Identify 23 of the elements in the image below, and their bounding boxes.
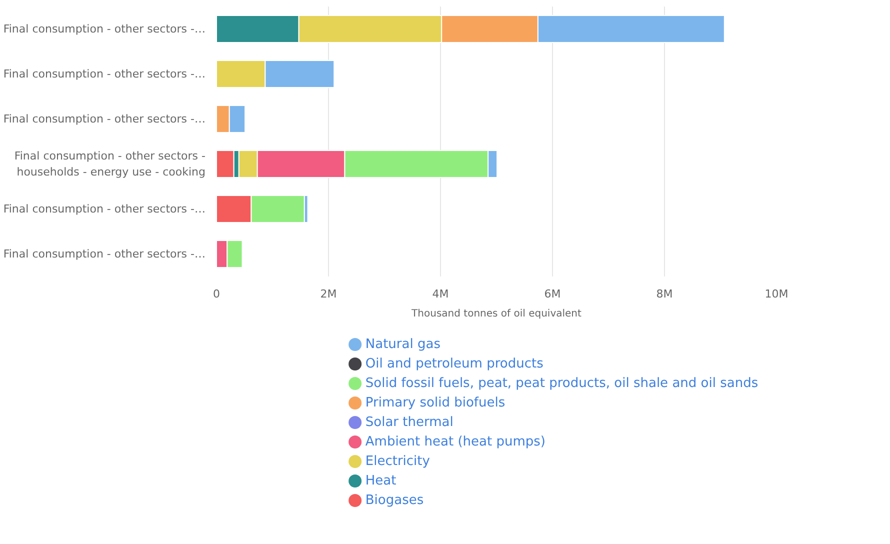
x-tick-label: 0 — [213, 288, 220, 300]
bar — [216, 150, 234, 178]
x-tick-label: 6M — [544, 288, 561, 300]
legend-label: Primary solid biofuels — [365, 396, 506, 410]
legend-label: Heat — [365, 474, 396, 488]
y-tick-label: Final consumption - other sectors -… — [3, 202, 206, 216]
legend-label: Solid fossil fuels, peat, peat products, oil shale and oil sands — [365, 376, 758, 391]
legend-label: Biogases — [365, 493, 424, 508]
legend-label: Natural gas — [365, 337, 441, 352]
y-tick-label: Final consumption - other sectors - households - energy use - cooking — [14, 150, 206, 178]
legend-label: Solar thermal — [365, 415, 454, 430]
x-tick-label: 2M — [320, 288, 337, 300]
y-tick-label: Final consumption - other sectors -… — [3, 68, 206, 80]
legend-label: Ambient heat (heat pumps) — [365, 434, 546, 450]
x-tick-label: 4M — [432, 288, 449, 300]
legend-label: Electricity — [365, 454, 430, 469]
x-tick-label: 8M — [656, 288, 673, 300]
y-tick-label: Final consumption - other sectors -… — [3, 22, 206, 36]
y-tick-label: Final consumption - other sectors -… — [3, 248, 206, 260]
y-tick-label: Final consumption - other sectors -… — [3, 112, 206, 126]
legend-label: Oil and petroleum products — [365, 356, 544, 372]
x-tick-label: 10M — [764, 288, 788, 300]
x-axis-title: Thousand tonnes of oil equivalent — [410, 308, 582, 320]
